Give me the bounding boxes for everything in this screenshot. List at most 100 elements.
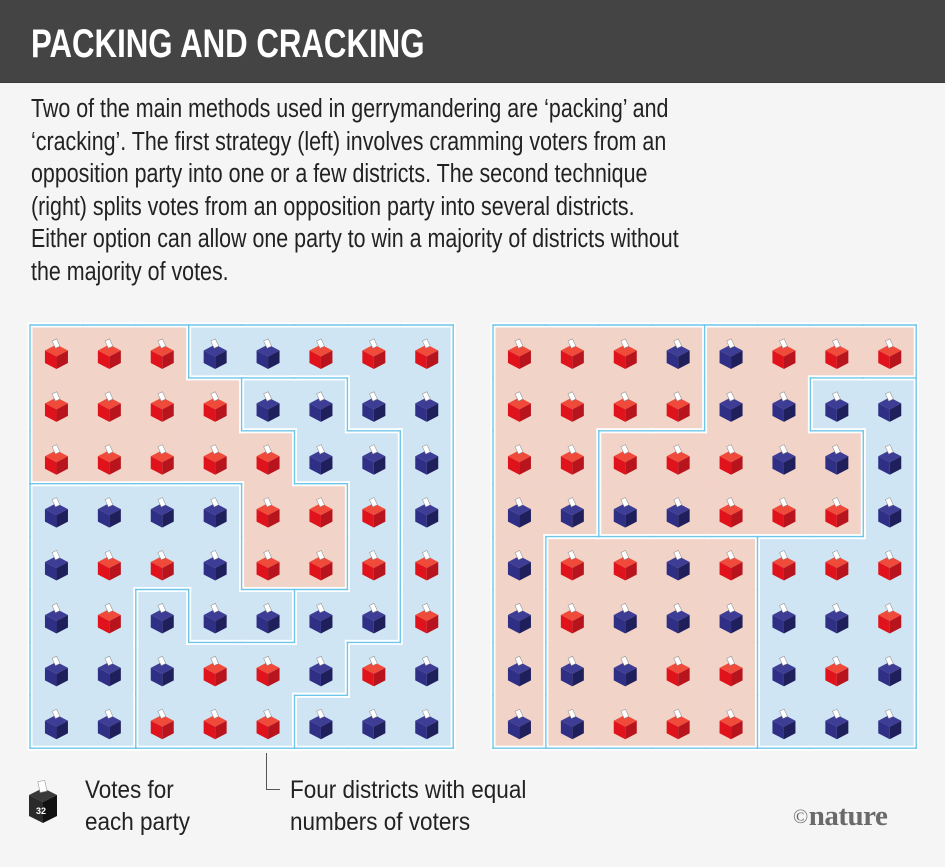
ballot-box-number: 32 xyxy=(36,806,46,816)
blue-ballot-box-icon xyxy=(878,655,902,687)
blue-ballot-box-icon xyxy=(150,497,174,528)
red-ballot-box-icon xyxy=(203,655,227,687)
blue-ballot-box-icon xyxy=(309,391,333,422)
blue-ballot-box-icon xyxy=(613,655,637,687)
red-ballot-box-icon xyxy=(719,444,743,475)
red-ballot-box-icon xyxy=(44,391,68,422)
credit-text: nature xyxy=(808,800,888,832)
copyright-symbol: © xyxy=(793,806,808,828)
red-ballot-box-icon xyxy=(97,550,121,581)
red-ballot-box-icon xyxy=(613,550,637,581)
blue-ballot-box-icon xyxy=(560,708,584,740)
intro-line: ‘cracking’. The first strategy (left) in… xyxy=(31,127,667,156)
red-ballot-box-icon xyxy=(150,338,174,369)
blue-ballot-box-icon xyxy=(97,655,121,687)
blue-ballot-box-icon xyxy=(44,603,68,634)
red-ballot-box-icon xyxy=(825,338,849,369)
nature-credit-logo: ©nature xyxy=(793,800,888,833)
blue-ballot-box-icon xyxy=(415,708,439,740)
red-ballot-box-icon xyxy=(97,338,121,369)
blue-ballot-box-icon xyxy=(825,603,849,634)
blue-ballot-box-icon xyxy=(560,497,584,528)
red-ballot-box-icon xyxy=(362,655,386,687)
blue-ballot-box-icon xyxy=(415,444,439,475)
red-ballot-box-icon xyxy=(203,444,227,475)
blue-ballot-box-icon xyxy=(415,497,439,528)
red-ballot-box-icon xyxy=(256,550,280,581)
red-ballot-box-icon xyxy=(97,391,121,422)
intro-line: opposition party into one or a few distr… xyxy=(31,160,648,188)
red-ballot-box-icon xyxy=(613,391,637,422)
red-ballot-box-icon xyxy=(560,603,584,634)
blue-ballot-box-icon xyxy=(415,391,439,422)
red-ballot-box-icon xyxy=(97,603,121,634)
blue-ballot-box-icon xyxy=(666,497,690,528)
red-ballot-box-icon xyxy=(772,497,796,528)
blue-ballot-box-icon xyxy=(97,497,121,528)
blue-ballot-box-icon xyxy=(44,655,68,687)
red-ballot-box-icon xyxy=(415,550,439,581)
red-ballot-box-icon xyxy=(719,708,743,740)
blue-ballot-box-icon xyxy=(772,655,796,687)
blue-ballot-box-icon xyxy=(878,708,902,740)
legend-districts-line: Four districts with equal xyxy=(290,776,527,804)
red-ballot-box-icon xyxy=(256,444,280,475)
red-ballot-box-icon xyxy=(150,391,174,422)
blue-ballot-box-icon xyxy=(613,603,637,634)
red-ballot-box-icon xyxy=(362,338,386,369)
red-ballot-box-icon xyxy=(613,444,637,475)
red-ballot-box-icon xyxy=(309,338,333,369)
red-ballot-box-icon xyxy=(560,444,584,475)
blue-ballot-box-icon xyxy=(719,338,743,369)
red-ballot-box-icon xyxy=(256,655,280,687)
intro-text: Two of the main methods used in gerryman… xyxy=(31,93,930,288)
blue-ballot-box-icon xyxy=(256,391,280,422)
intro-line: (right) splits votes from an opposition … xyxy=(31,192,635,221)
red-ballot-box-icon xyxy=(362,550,386,581)
red-ballot-box-icon xyxy=(256,708,280,740)
blue-ballot-box-icon xyxy=(44,708,68,740)
red-ballot-box-icon xyxy=(772,338,796,369)
intro-line: Two of the main methods used in gerryman… xyxy=(31,95,669,123)
blue-ballot-box-icon xyxy=(150,655,174,687)
red-ballot-box-icon xyxy=(825,550,849,581)
red-ballot-box-icon xyxy=(44,444,68,475)
blue-ballot-box-icon xyxy=(362,444,386,475)
red-ballot-box-icon xyxy=(666,708,690,740)
blue-ballot-box-icon xyxy=(878,497,902,528)
page-title: PACKING AND CRACKING xyxy=(31,22,425,66)
blue-ballot-box-icon xyxy=(825,391,849,422)
blue-ballot-box-icon xyxy=(150,603,174,634)
blue-ballot-box-icon xyxy=(507,708,531,740)
red-ballot-box-icon xyxy=(415,338,439,369)
blue-ballot-box-icon xyxy=(666,603,690,634)
red-ballot-box-icon xyxy=(666,444,690,475)
blue-ballot-box-icon xyxy=(772,391,796,422)
blue-ballot-box-icon xyxy=(666,550,690,581)
blue-ballot-box-icon xyxy=(44,550,68,581)
blue-ballot-box-icon xyxy=(256,338,280,369)
legend-votes-line: Votes for xyxy=(85,776,174,804)
red-ballot-box-icon xyxy=(97,444,121,475)
blue-ballot-box-icon xyxy=(309,444,333,475)
red-ballot-box-icon xyxy=(150,550,174,581)
red-ballot-box-icon xyxy=(415,603,439,634)
blue-ballot-box-icon xyxy=(613,497,637,528)
blue-ballot-box-icon xyxy=(507,550,531,581)
blue-ballot-box-icon xyxy=(825,708,849,740)
blue-ballot-box-icon xyxy=(666,338,690,369)
red-ballot-box-icon xyxy=(666,655,690,687)
red-ballot-box-icon xyxy=(362,497,386,528)
intro-line: the majority of votes. xyxy=(31,257,229,286)
blue-ballot-box-icon xyxy=(309,603,333,634)
blue-ballot-box-icon xyxy=(44,497,68,528)
blue-ballot-box-icon xyxy=(825,444,849,475)
blue-ballot-box-icon xyxy=(772,603,796,634)
red-ballot-box-icon xyxy=(719,550,743,581)
red-ballot-box-icon xyxy=(150,444,174,475)
red-ballot-box-icon xyxy=(256,497,280,528)
legend-districts-line: numbers of voters xyxy=(290,808,471,836)
red-ballot-box-icon xyxy=(825,497,849,528)
red-ballot-box-icon xyxy=(150,708,174,740)
blue-ballot-box-icon xyxy=(309,708,333,740)
